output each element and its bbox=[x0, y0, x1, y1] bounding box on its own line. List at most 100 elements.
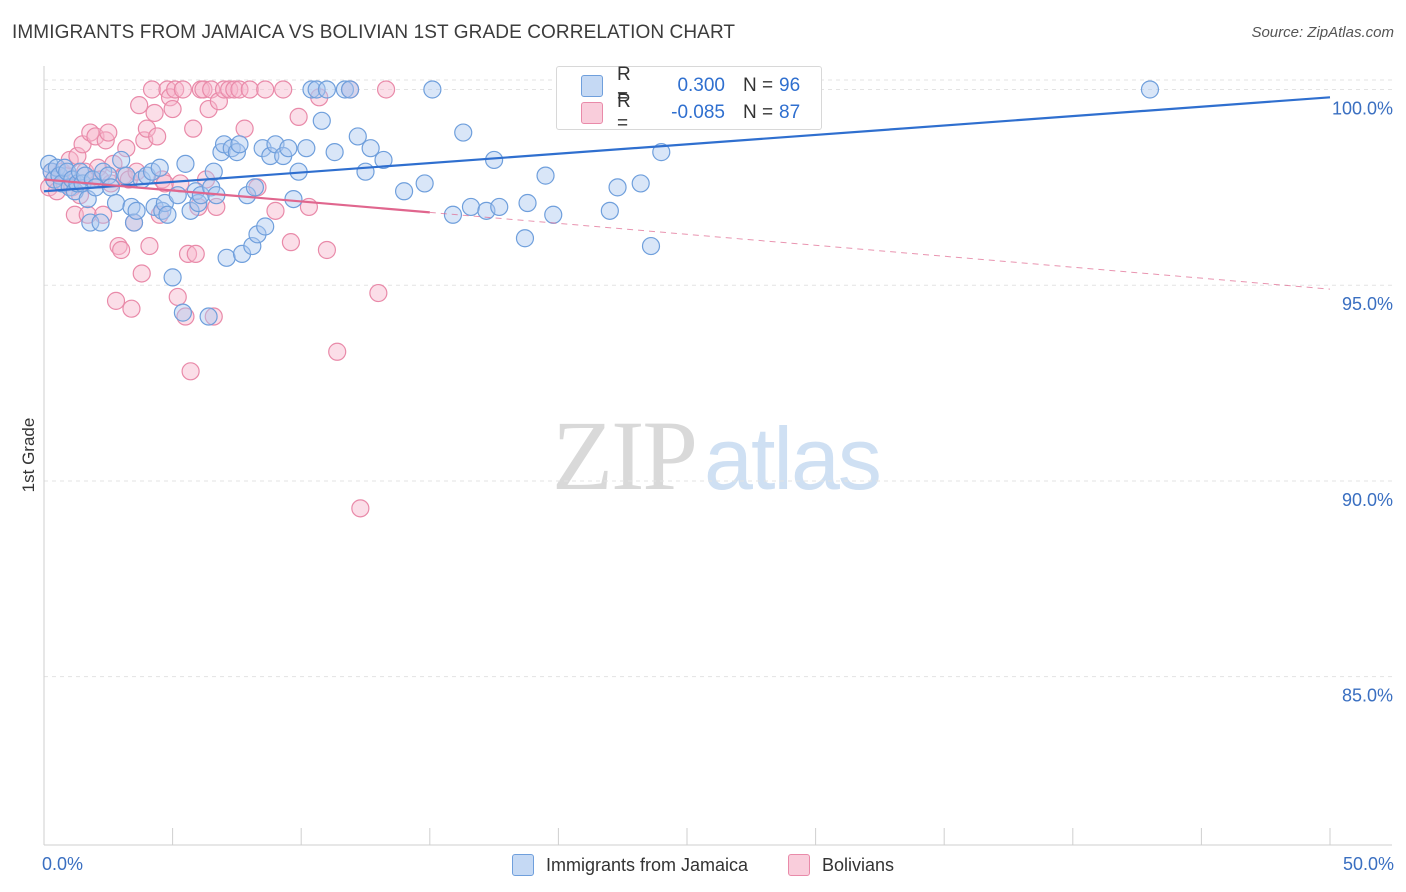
jamaica-point-66 bbox=[284, 189, 303, 209]
axis-labels: 85.0% 90.0% 95.0% 100.0% 0.0% 50.0% 1st Grade bbox=[19, 98, 1394, 874]
jamaica-point-96 bbox=[641, 236, 661, 256]
jamaica-point-78 bbox=[361, 139, 380, 158]
jamaica-point-94 bbox=[608, 178, 627, 197]
legend-n-value-bolivians: 87 bbox=[779, 102, 801, 123]
bolivian-trend-line-extension bbox=[429, 211, 1331, 290]
jamaica-point-98 bbox=[1140, 80, 1160, 99]
bolivian-point-67 bbox=[214, 80, 234, 99]
x-tick-label-0: 0.0% bbox=[42, 854, 83, 874]
bolivian-point-68 bbox=[220, 80, 239, 99]
source-credit: Source: ZipAtlas.com bbox=[1251, 24, 1394, 41]
series-swatch-jamaica bbox=[511, 854, 534, 876]
jamaica-point-68 bbox=[297, 139, 316, 158]
jamaica-point-88 bbox=[490, 197, 509, 217]
jamaica-point-77 bbox=[356, 162, 375, 181]
series-legend-jamaica[interactable]: Immigrants from Jamaica bbox=[511, 854, 748, 876]
bolivian-point-85 bbox=[369, 283, 388, 303]
bolivian-point-23 bbox=[99, 123, 118, 142]
jamaica-point-59 bbox=[248, 225, 267, 244]
jamaica-point-36 bbox=[158, 205, 177, 224]
jamaica-point-91 bbox=[536, 166, 555, 185]
jamaica-points bbox=[40, 80, 1160, 326]
bolivian-point-30 bbox=[117, 139, 136, 158]
bolivian-point-86 bbox=[376, 80, 396, 99]
bolivian-point-40 bbox=[142, 80, 162, 99]
watermark-zip: ZIP bbox=[552, 400, 698, 511]
jamaica-point-70 bbox=[307, 80, 326, 99]
watermark-atlas: atlas bbox=[704, 409, 882, 508]
jamaica-point-38 bbox=[168, 186, 187, 205]
bolivian-point-11 bbox=[68, 146, 87, 166]
jamaica-trend-line bbox=[43, 96, 1331, 193]
bolivian-point-50 bbox=[168, 287, 187, 307]
bolivian-point-70 bbox=[230, 80, 249, 99]
jamaica-point-76 bbox=[348, 127, 367, 146]
y-tick-label-90: 90.0% bbox=[1342, 490, 1393, 510]
chart-title: IMMIGRANTS FROM JAMAICA VS BOLIVIAN 1ST … bbox=[12, 22, 736, 43]
jamaica-point-84 bbox=[454, 123, 473, 142]
correlation-legend: R = 0.300 N = 96 R = -0.085 N = 87 bbox=[556, 64, 822, 134]
trend-lines bbox=[43, 96, 1331, 290]
jamaica-point-33 bbox=[150, 158, 169, 177]
jamaica-point-28 bbox=[127, 201, 146, 220]
jamaica-point-57 bbox=[243, 236, 262, 256]
bolivian-point-82 bbox=[328, 342, 347, 361]
legend-n-label: N = bbox=[743, 102, 774, 123]
bolivian-point-26 bbox=[106, 291, 126, 310]
jamaica-point-75 bbox=[340, 80, 360, 99]
bolivian-point-48 bbox=[163, 99, 182, 119]
jamaica-point-81 bbox=[423, 80, 442, 99]
legend-swatch-jamaica bbox=[581, 75, 603, 97]
jamaica-point-74 bbox=[335, 80, 355, 99]
legend-row-bolivians: R = -0.085 N = 87 bbox=[581, 91, 819, 134]
axes bbox=[43, 66, 1392, 846]
jamaica-point-16 bbox=[81, 213, 100, 232]
jamaica-point-89 bbox=[515, 229, 535, 248]
bolivian-point-69 bbox=[225, 80, 244, 99]
jamaica-point-65 bbox=[279, 139, 298, 158]
jamaica-point-45 bbox=[199, 307, 218, 326]
series-swatch-bolivians bbox=[788, 854, 810, 876]
series-legend-bolivians[interactable]: Bolivians bbox=[788, 854, 894, 876]
bolivian-point-39 bbox=[140, 236, 159, 256]
jamaica-point-51 bbox=[217, 248, 236, 267]
series-name-jamaica: Immigrants from Jamaica bbox=[545, 854, 748, 875]
legend-r-value-bolivians: -0.085 bbox=[671, 102, 725, 123]
y-tick-label-100: 100.0% bbox=[1332, 98, 1393, 118]
jamaica-point-37 bbox=[163, 268, 182, 287]
jamaica-point-24 bbox=[112, 150, 131, 170]
bolivian-point-74 bbox=[256, 80, 275, 99]
series-legend: Immigrants from Jamaica Bolivians bbox=[0, 852, 1406, 878]
jamaica-point-41 bbox=[181, 201, 200, 220]
bolivian-point-66 bbox=[209, 92, 228, 111]
jamaica-point-79 bbox=[374, 150, 393, 170]
bolivian-point-10 bbox=[65, 205, 84, 224]
jamaica-point-47 bbox=[204, 162, 223, 181]
bolivian-point-76 bbox=[274, 80, 293, 99]
jamaica-point-82 bbox=[415, 174, 434, 193]
series-name-bolivians: Bolivians bbox=[822, 854, 895, 875]
x-tick-label-50: 50.0% bbox=[1343, 854, 1394, 874]
bolivian-point-81 bbox=[317, 240, 337, 260]
bolivian-point-54 bbox=[178, 244, 198, 263]
legend-r-label: R = bbox=[617, 91, 631, 134]
jamaica-point-97 bbox=[652, 143, 671, 162]
jamaica-point-80 bbox=[394, 182, 414, 201]
bolivian-point-57 bbox=[186, 244, 205, 263]
jamaica-point-92 bbox=[544, 205, 563, 224]
bolivian-point-71 bbox=[235, 119, 254, 138]
jamaica-point-85 bbox=[461, 197, 481, 217]
jamaica-point-72 bbox=[317, 80, 337, 99]
jamaica-point-71 bbox=[312, 111, 331, 130]
bolivian-point-36 bbox=[132, 264, 151, 283]
bolivians-points bbox=[40, 80, 396, 518]
legend-swatch-bolivians bbox=[581, 102, 603, 124]
jamaica-point-19 bbox=[91, 213, 110, 232]
bolivian-point-55 bbox=[181, 362, 200, 381]
bolivian-point-42 bbox=[148, 127, 167, 146]
jamaica-point-23 bbox=[106, 193, 126, 213]
bolivian-point-28 bbox=[112, 240, 131, 260]
jamaica-point-95 bbox=[631, 174, 650, 193]
jamaica-point-27 bbox=[124, 213, 144, 232]
